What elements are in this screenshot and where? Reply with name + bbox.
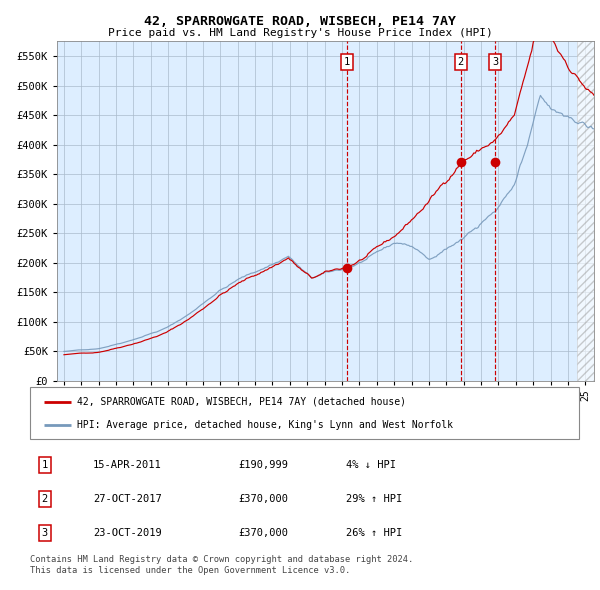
Text: 29% ↑ HPI: 29% ↑ HPI [346, 494, 402, 504]
Text: 3: 3 [41, 528, 48, 538]
Polygon shape [577, 41, 594, 381]
Text: 2: 2 [41, 494, 48, 504]
Text: Contains HM Land Registry data © Crown copyright and database right 2024.: Contains HM Land Registry data © Crown c… [30, 555, 413, 563]
Text: 3: 3 [492, 57, 498, 67]
Text: 27-OCT-2017: 27-OCT-2017 [93, 494, 162, 504]
Text: 1: 1 [41, 460, 48, 470]
Text: £370,000: £370,000 [239, 528, 289, 538]
Text: 4% ↓ HPI: 4% ↓ HPI [346, 460, 395, 470]
FancyBboxPatch shape [30, 387, 579, 439]
Text: 2: 2 [458, 57, 464, 67]
Text: This data is licensed under the Open Government Licence v3.0.: This data is licensed under the Open Gov… [30, 566, 350, 575]
Text: 23-OCT-2019: 23-OCT-2019 [93, 528, 162, 538]
Text: 26% ↑ HPI: 26% ↑ HPI [346, 528, 402, 538]
Text: £370,000: £370,000 [239, 494, 289, 504]
Text: £190,999: £190,999 [239, 460, 289, 470]
Text: 42, SPARROWGATE ROAD, WISBECH, PE14 7AY (detached house): 42, SPARROWGATE ROAD, WISBECH, PE14 7AY … [77, 396, 406, 407]
Text: Price paid vs. HM Land Registry's House Price Index (HPI): Price paid vs. HM Land Registry's House … [107, 28, 493, 38]
Text: 1: 1 [344, 57, 350, 67]
Text: HPI: Average price, detached house, King's Lynn and West Norfolk: HPI: Average price, detached house, King… [77, 421, 452, 431]
Text: 15-APR-2011: 15-APR-2011 [93, 460, 162, 470]
Text: 42, SPARROWGATE ROAD, WISBECH, PE14 7AY: 42, SPARROWGATE ROAD, WISBECH, PE14 7AY [144, 15, 456, 28]
